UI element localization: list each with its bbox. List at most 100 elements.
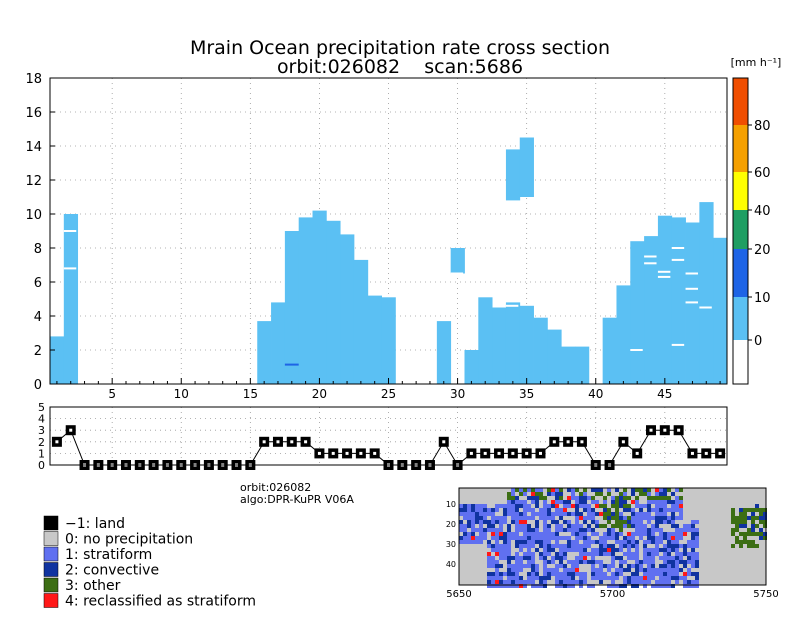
map-cell: [659, 512, 663, 516]
map-cell: [583, 560, 587, 564]
map-cell: [639, 488, 643, 492]
map-cell: [499, 524, 503, 528]
map-cell: [679, 560, 683, 564]
precip-column: [533, 317, 548, 384]
map-cell: [563, 568, 567, 572]
map-cell: [479, 528, 483, 532]
y-tick-label: 14: [25, 140, 42, 155]
y-tick-label: 8: [34, 242, 42, 257]
map-cell: [595, 512, 599, 516]
map-cell: [671, 560, 675, 564]
map-y-tick-label: 40: [446, 560, 456, 569]
map-cell: [671, 512, 675, 516]
map-cell: [663, 576, 667, 580]
map-cell: [731, 520, 735, 524]
map-cell: [691, 532, 695, 536]
y-tick-label: 12: [25, 174, 42, 189]
map-cell: [487, 572, 491, 576]
map-cell: [559, 508, 563, 512]
map-cell: [515, 516, 519, 520]
precip-gap: [644, 255, 657, 258]
map-cell: [519, 504, 523, 508]
map-cell: [635, 496, 639, 500]
map-cell: [675, 504, 679, 508]
map-cell: [519, 556, 523, 560]
x-tick-label: 5: [108, 387, 116, 401]
map-cell: [655, 524, 659, 528]
map-cell: [571, 512, 575, 516]
map-cell: [623, 580, 627, 584]
map-cell: [607, 568, 611, 572]
map-cell: [663, 504, 667, 508]
map-cell: [675, 496, 679, 500]
map-cell: [547, 528, 551, 532]
map-cell: [511, 564, 515, 568]
map-cell: [491, 532, 495, 536]
map-cell: [527, 556, 531, 560]
map-cell: [559, 528, 563, 532]
map-cell: [479, 516, 483, 520]
map-cell: [651, 500, 655, 504]
map-cell: [739, 540, 743, 544]
map-cell: [643, 532, 647, 536]
map-cell: [543, 528, 547, 532]
map-cell: [463, 516, 467, 520]
map-cell: [467, 504, 471, 508]
map-cell: [635, 512, 639, 516]
map-cell: [735, 520, 739, 524]
map-cell: [519, 544, 523, 548]
map-cell: [619, 572, 623, 576]
map-cell: [527, 564, 531, 568]
x-tick-label: 10: [174, 387, 189, 401]
map-cell: [663, 580, 667, 584]
map-cell: [671, 548, 675, 552]
map-cell: [507, 556, 511, 560]
map-cell: [611, 496, 615, 500]
map-cell: [555, 540, 559, 544]
map-cell: [687, 540, 691, 544]
map-cell: [499, 564, 503, 568]
map-cell: [583, 576, 587, 580]
map-cell: [743, 524, 747, 528]
map-cell: [655, 516, 659, 520]
map-cell: [655, 568, 659, 572]
map-cell: [655, 544, 659, 548]
map-cell: [583, 540, 587, 544]
map-cell: [543, 512, 547, 516]
map-cell: [543, 540, 547, 544]
map-cell: [471, 508, 475, 512]
map-cell: [531, 532, 535, 536]
map-cell: [539, 532, 543, 536]
map-cell: [487, 524, 491, 528]
map-cell: [507, 536, 511, 540]
map-cell: [591, 584, 595, 588]
map-cell: [695, 520, 699, 524]
map-cell: [543, 496, 547, 500]
colorbar-labels: 0 10 20 40 60 80: [748, 119, 771, 349]
map-cell: [659, 516, 663, 520]
algo-info: algo:DPR-KuPR V06A: [240, 493, 354, 506]
colorbar-tick-label: 60: [754, 166, 771, 181]
map-cell: [635, 504, 639, 508]
map-cell: [535, 512, 539, 516]
map-cell: [495, 580, 499, 584]
map-cell: [663, 536, 667, 540]
map-cell: [539, 496, 543, 500]
map-cell: [751, 524, 755, 528]
map-cell: [499, 536, 503, 540]
map-cell: [571, 580, 575, 584]
legend-label: 2: convective: [65, 563, 159, 579]
type-marker-center: [635, 451, 639, 455]
map-cell: [603, 504, 607, 508]
map-cell: [611, 532, 615, 536]
map-cell: [571, 528, 575, 532]
map-cell: [759, 508, 763, 512]
map-cell: [583, 504, 587, 508]
map-cell: [735, 524, 739, 528]
map-cell: [567, 520, 571, 524]
cross-section-panel: 0 2 4 6 8 10 12 14 16 18 5 10 15 20 25 30 35 40 45: [25, 72, 728, 401]
map-cell: [647, 512, 651, 516]
map-cell: [495, 508, 499, 512]
map-cell: [663, 516, 667, 520]
map-cell: [695, 528, 699, 532]
